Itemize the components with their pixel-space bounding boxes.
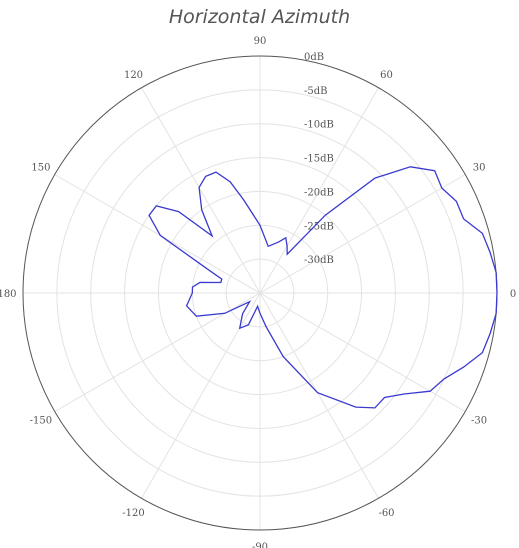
radial-tick-label: -30dB	[304, 255, 334, 266]
angle-tick-label: -120	[122, 508, 144, 519]
grid-spoke	[141, 87, 261, 294]
polar-grid	[22, 55, 498, 531]
chart-title: Horizontal Azimuth	[168, 6, 351, 28]
series-layer	[148, 166, 498, 409]
radial-labels: 0dB -5dB -10dB -15dB -20dB -25dB -30dB	[304, 52, 334, 266]
angle-tick-label: -60	[378, 508, 394, 519]
angle-tick-label: -90	[252, 542, 268, 548]
radial-tick-label: -20dB	[304, 187, 334, 198]
series-line	[148, 166, 498, 409]
angle-tick-label: 180	[0, 289, 17, 300]
grid-spoke	[259, 174, 466, 294]
angle-tick-label: -150	[30, 416, 52, 427]
radial-tick-label: -25dB	[304, 221, 334, 232]
grid-spoke	[141, 292, 261, 499]
angle-tick-label: 150	[31, 163, 50, 174]
angle-tick-label: 90	[254, 36, 267, 47]
angle-tick-label: 120	[124, 70, 143, 81]
grid-spoke	[259, 292, 466, 412]
radial-tick-label: 0dB	[304, 52, 324, 63]
angle-tick-label: 0	[510, 289, 516, 300]
radial-tick-label: -5dB	[304, 86, 328, 97]
radial-tick-label: -10dB	[304, 120, 334, 131]
radial-tick-label: -15dB	[304, 154, 334, 165]
angle-tick-label: 60	[380, 70, 393, 81]
angle-labels: 90 60 30 0 -30 -60 -90 -120 -150 180 150 120	[0, 36, 516, 548]
angle-tick-label: 30	[473, 163, 486, 174]
grid-spoke	[259, 87, 379, 294]
grid-spoke	[54, 174, 261, 294]
grid-spoke	[259, 292, 379, 499]
angle-tick-label: -30	[471, 416, 487, 427]
